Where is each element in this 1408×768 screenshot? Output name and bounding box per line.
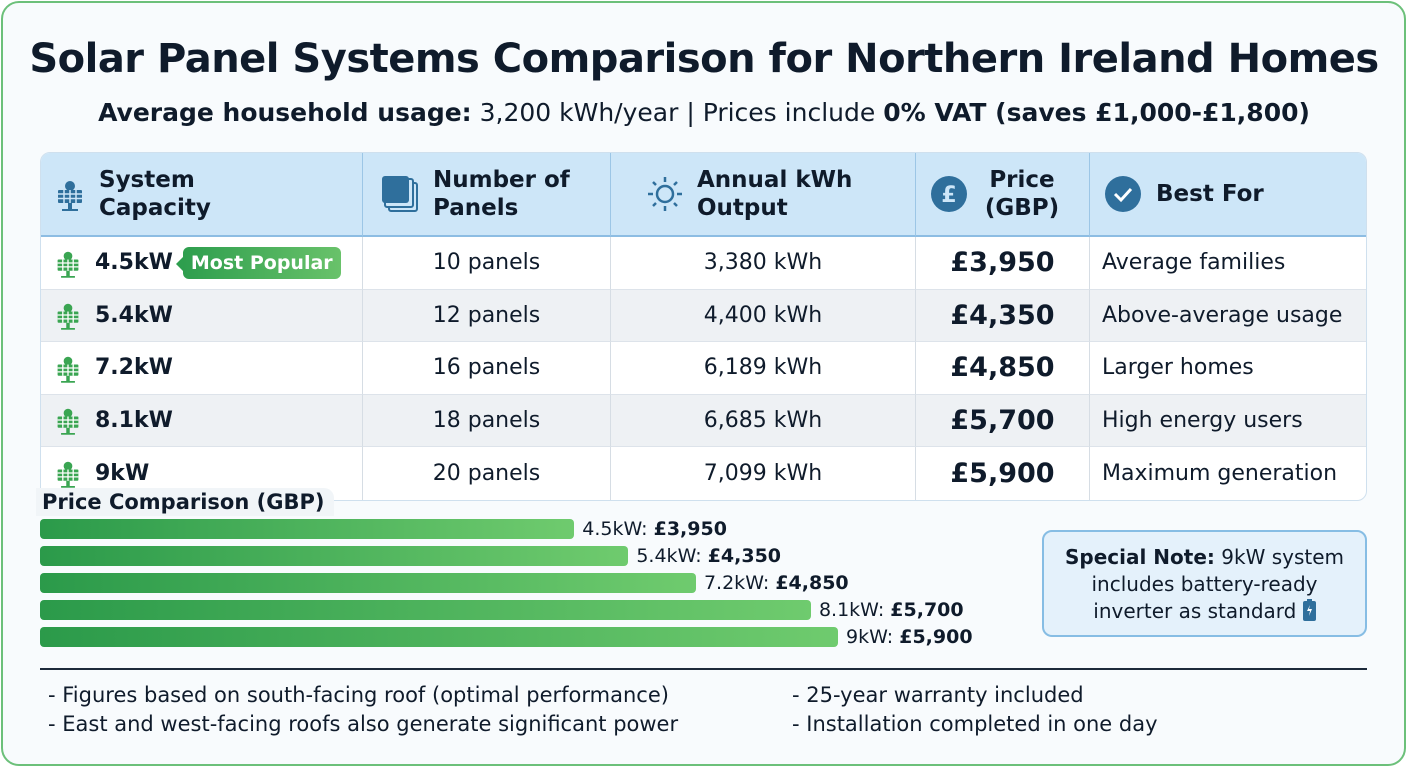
subtitle: Average household usage: 3,200 kWh/year … — [0, 98, 1408, 127]
header-capacity: System Capacity — [41, 153, 363, 237]
capacity-value: 5.4kW — [95, 302, 173, 328]
bar-category: 9kW — [846, 626, 887, 648]
cell-price: £5,900 — [916, 447, 1090, 500]
bar-category: 5.4kW — [636, 545, 696, 567]
solar-panel-icon — [57, 408, 79, 435]
cell-best-for: High energy users — [1090, 394, 1366, 447]
solar-panel-icon — [57, 251, 79, 278]
price-bar-4.5kW — [40, 519, 575, 539]
cell-price: £4,850 — [916, 342, 1090, 395]
footnote: - Figures based on south-facing roof (op… — [48, 683, 669, 707]
table-row: 9kW 20 panels 7,099 kWh £5,900 Maximum g… — [41, 447, 1366, 500]
chart-title: Price Comparison (GBP) — [36, 488, 335, 516]
table-row: 5.4kW 12 panels 4,400 kWh £4,350 Above-a… — [41, 289, 1366, 342]
bar-category: 8.1kW — [818, 599, 878, 621]
cell-capacity: 9kW — [41, 447, 363, 500]
price-bar-5.4kW — [40, 546, 629, 566]
cell-panels: 20 panels — [363, 447, 611, 500]
footnote: - East and west-facing roofs also genera… — [48, 712, 679, 736]
bar-value: £5,700 — [890, 599, 964, 621]
header-label: Number of Panels — [433, 167, 570, 221]
table-row: 4.5kW Most Popular 10 panels 3,380 kWh £3… — [41, 237, 1366, 290]
cell-output: 3,380 kWh — [611, 237, 916, 290]
cell-capacity: 8.1kW — [41, 394, 363, 447]
note-label: Special Note: — [1064, 545, 1215, 569]
cell-price: £3,950 — [916, 237, 1090, 290]
header-label: Best For — [1156, 181, 1264, 207]
cell-output: 6,189 kWh — [611, 342, 916, 395]
battery-icon — [1302, 599, 1316, 621]
table-row: 7.2kW 16 panels 6,189 kWh £4,850 Larger … — [41, 342, 1366, 395]
special-note: Special Note: 9kW system includes batter… — [1042, 530, 1367, 637]
cell-capacity: 7.2kW — [41, 342, 363, 395]
bar-value: £3,950 — [653, 518, 727, 540]
bar-label: 5.4kW: £4,350 — [636, 545, 782, 567]
cell-best-for: Larger homes — [1090, 342, 1366, 395]
subtitle-usage: 3,200 kWh/year | Prices include — [479, 98, 876, 127]
bar-value: £4,350 — [707, 545, 782, 567]
bar-label: 4.5kW: £3,950 — [582, 518, 727, 540]
cell-output: 6,685 kWh — [611, 394, 916, 447]
note-text: inverter as standard — [1093, 599, 1297, 623]
subtitle-vat: 0% VAT (saves £1,000-£1,800) — [883, 98, 1310, 127]
cell-output: 4,400 kWh — [611, 289, 916, 342]
divider — [40, 668, 1367, 670]
price-bar-7.2kW — [40, 573, 696, 593]
check-circle-icon — [1105, 176, 1141, 212]
header-label: System Capacity — [99, 167, 211, 221]
bar-value: £5,900 — [899, 626, 973, 648]
cell-price: £4,350 — [916, 289, 1090, 342]
header-label: Annual kWh Output — [697, 167, 853, 221]
bar-label: 9kW: £5,900 — [846, 626, 973, 648]
cell-best-for: Above-average usage — [1090, 289, 1366, 342]
price-bar-9kW — [40, 627, 838, 647]
header-best-for: Best For — [1090, 153, 1366, 237]
most-popular-badge: Most Popular — [175, 246, 341, 279]
cell-best-for: Average families — [1090, 237, 1366, 290]
cell-panels: 16 panels — [363, 342, 611, 395]
table-row: 8.1kW 18 panels 6,685 kWh £5,700 High en… — [41, 394, 1366, 447]
footnote: - 25-year warranty included — [792, 683, 1084, 707]
price-bar-8.1kW — [40, 600, 811, 620]
cell-panels: 10 panels — [363, 237, 611, 290]
cell-capacity: 4.5kW Most Popular — [41, 237, 363, 290]
subtitle-label: Average household usage: — [98, 98, 472, 127]
bar-category: 7.2kW — [703, 572, 763, 594]
page-title: Solar Panel Systems Comparison for North… — [29, 36, 1379, 82]
header-label: Price (GBP) — [984, 167, 1060, 221]
note-text: 9kW system — [1221, 545, 1345, 569]
bar-label: 7.2kW: £4,850 — [703, 572, 849, 594]
pound-icon: £ — [931, 176, 967, 212]
solar-panel-icon — [57, 356, 79, 383]
cell-capacity: 5.4kW — [41, 289, 363, 342]
capacity-value: 9kW — [95, 460, 150, 486]
solar-panel-icon — [57, 303, 79, 330]
header-panels: Number of Panels — [363, 153, 611, 237]
svg-text:£: £ — [941, 183, 956, 208]
cell-best-for: Maximum generation — [1102, 460, 1338, 486]
cell-panels: 18 panels — [363, 394, 611, 447]
bar-value: £4,850 — [775, 572, 849, 594]
capacity-value: 4.5kW — [95, 250, 173, 276]
bar-category: 4.5kW — [582, 518, 642, 540]
sun-icon — [648, 177, 682, 211]
capacity-value: 7.2kW — [95, 355, 173, 381]
solar-panel-icon — [57, 461, 79, 488]
header-price: £ Price (GBP) — [916, 153, 1090, 237]
capacity-value: 8.1kW — [95, 407, 173, 433]
header-output: Annual kWh Output — [611, 153, 916, 237]
comparison-table: System Capacity Number of Panels Annual … — [40, 152, 1367, 501]
stacked-panels-icon — [382, 176, 418, 212]
bar-label: 8.1kW: £5,700 — [818, 599, 964, 621]
footnote: - Installation completed in one day — [792, 712, 1158, 736]
cell-output: 7,099 kWh — [611, 447, 916, 500]
note-text: includes battery-ready — [1091, 572, 1318, 596]
cell-panels: 12 panels — [363, 289, 611, 342]
cell-price: £5,700 — [916, 394, 1090, 447]
solar-panel-icon — [58, 181, 82, 211]
